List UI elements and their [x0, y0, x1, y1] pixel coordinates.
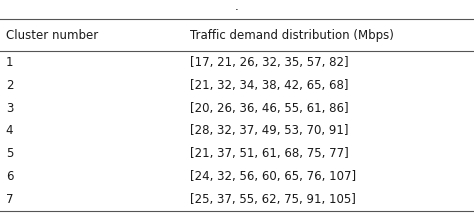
Text: 4: 4 [6, 124, 13, 138]
Text: [24, 32, 56, 60, 65, 76, 107]: [24, 32, 56, 60, 65, 76, 107] [190, 170, 356, 183]
Text: [21, 32, 34, 38, 42, 65, 68]: [21, 32, 34, 38, 42, 65, 68] [190, 79, 348, 92]
Text: [21, 37, 51, 61, 68, 75, 77]: [21, 37, 51, 61, 68, 75, 77] [190, 147, 348, 160]
Text: .: . [235, 0, 239, 13]
Text: 1: 1 [6, 56, 13, 69]
Text: [17, 21, 26, 32, 35, 57, 82]: [17, 21, 26, 32, 35, 57, 82] [190, 56, 348, 69]
Text: 2: 2 [6, 79, 13, 92]
Text: 7: 7 [6, 193, 13, 206]
Text: Cluster number: Cluster number [6, 29, 98, 42]
Text: [28, 32, 37, 49, 53, 70, 91]: [28, 32, 37, 49, 53, 70, 91] [190, 124, 348, 138]
Text: Traffic demand distribution (Mbps): Traffic demand distribution (Mbps) [190, 29, 393, 42]
Text: 6: 6 [6, 170, 13, 183]
Text: 5: 5 [6, 147, 13, 160]
Text: 3: 3 [6, 102, 13, 115]
Text: [25, 37, 55, 62, 75, 91, 105]: [25, 37, 55, 62, 75, 91, 105] [190, 193, 356, 206]
Text: [20, 26, 36, 46, 55, 61, 86]: [20, 26, 36, 46, 55, 61, 86] [190, 102, 348, 115]
